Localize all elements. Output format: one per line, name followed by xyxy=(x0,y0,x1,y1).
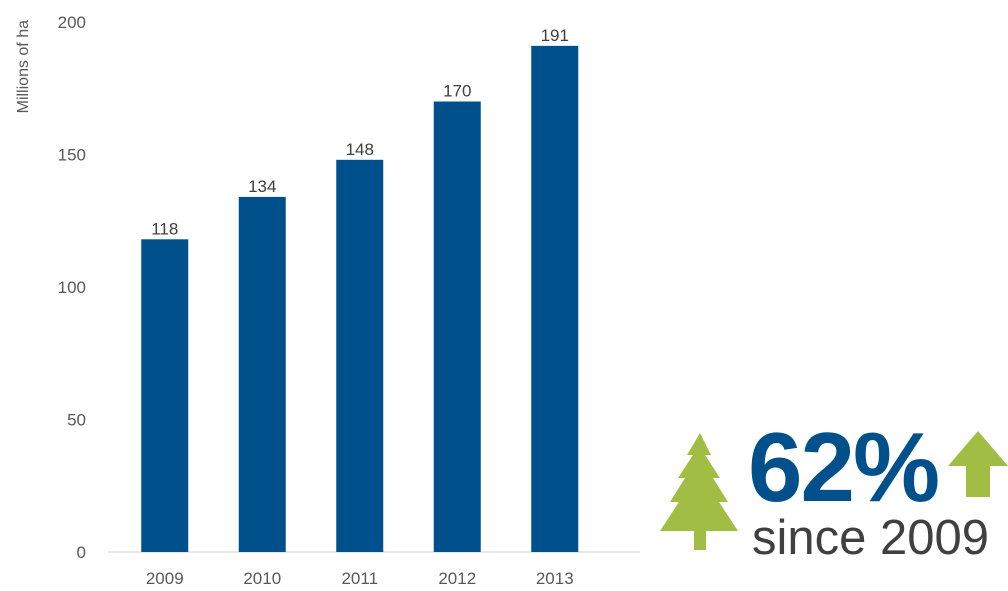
x-tick-label: 2010 xyxy=(243,569,281,588)
y-tick-label: 50 xyxy=(67,411,86,430)
y-tick-label: 200 xyxy=(58,13,86,32)
bar xyxy=(531,45,579,552)
y-tick-label: 100 xyxy=(58,278,86,297)
data-label: 148 xyxy=(346,140,374,159)
x-tick-label: 2009 xyxy=(146,569,184,588)
y-tick-label: 0 xyxy=(77,543,86,562)
bars xyxy=(141,45,579,553)
data-labels: 118 134 148 170 191 xyxy=(151,26,569,238)
up-arrow-icon xyxy=(948,431,1008,497)
x-tick-label: 2012 xyxy=(438,569,476,588)
bar xyxy=(141,239,189,553)
x-tick-label: 2011 xyxy=(341,569,378,588)
x-tick-label: 2013 xyxy=(536,569,574,588)
data-label: 118 xyxy=(151,219,178,238)
x-axis-ticks: 2009 2010 2011 2012 2013 xyxy=(146,569,574,588)
bar xyxy=(433,101,481,552)
bar xyxy=(336,159,384,553)
bar xyxy=(238,196,286,552)
tree-icon xyxy=(660,433,738,550)
y-tick-label: 150 xyxy=(58,146,86,165)
growth-percent: 62% xyxy=(748,412,940,522)
y-axis-title: Millions of ha xyxy=(15,20,32,113)
y-axis-ticks: 0 50 100 150 200 xyxy=(58,13,86,562)
data-label: 134 xyxy=(248,177,276,196)
data-label: 191 xyxy=(541,26,569,45)
growth-subtitle: since 2009 xyxy=(752,511,990,565)
data-label: 170 xyxy=(443,82,471,101)
